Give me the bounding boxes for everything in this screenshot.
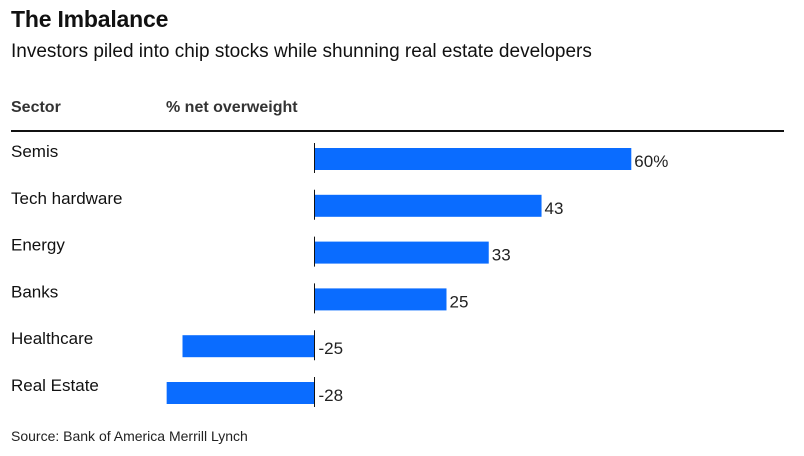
value-label-real-estate: -28 — [319, 386, 344, 405]
bar-chart: Semis 60% Tech hardware 43 Energy 33 Banks 25 He… — [11, 142, 668, 407]
value-label-tech-hardware: 43 — [545, 199, 564, 218]
category-label-banks: Banks — [11, 282, 58, 301]
category-label-healthcare: Healthcare — [11, 329, 93, 348]
category-label-tech-hardware: Tech hardware — [11, 189, 123, 208]
bar-healthcare — [182, 335, 315, 358]
bar-banks — [314, 288, 447, 311]
category-label-energy: Energy — [11, 236, 65, 255]
value-label-healthcare: -25 — [319, 339, 344, 358]
chart-title: The Imbalance — [11, 6, 169, 32]
sector-column-header: Sector — [11, 99, 61, 116]
category-label-semis: Semis — [11, 142, 58, 161]
bar-tech-hardware — [314, 194, 542, 217]
value-label-banks: 25 — [450, 292, 469, 311]
chart-subtitle: Investors piled into chip stocks while s… — [11, 41, 592, 62]
value-label-semis: 60% — [634, 152, 668, 171]
value-label-energy: 33 — [492, 246, 511, 265]
source-note: Source: Bank of America Merrill Lynch — [11, 428, 248, 444]
header-divider — [11, 130, 784, 132]
bar-energy — [314, 241, 489, 264]
bar-real-estate — [166, 382, 315, 404]
bar-semis — [314, 148, 632, 170]
value-column-header: % net overweight — [166, 99, 298, 116]
category-label-real-estate: Real Estate — [11, 376, 99, 395]
